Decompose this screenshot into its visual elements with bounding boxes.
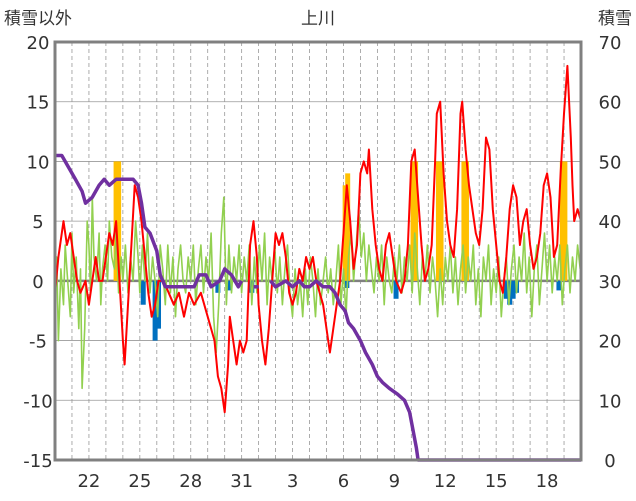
left-tick-label: -10	[23, 391, 52, 412]
snowfall-bar	[342, 185, 348, 281]
left-tick-label: 15	[27, 93, 50, 114]
precipitation-bar	[215, 280, 221, 293]
snow_depth-line	[55, 153, 244, 289]
right-tick-label: 20	[599, 332, 622, 353]
snowfall-bar	[438, 161, 444, 281]
left-tick-label: 0	[32, 272, 43, 293]
x-tick-label: 3	[287, 471, 298, 492]
x-tick-label: 28	[179, 471, 202, 492]
left-tick-label: -5	[29, 332, 47, 353]
plot-frame	[53, 40, 583, 462]
snowfall-bar	[559, 161, 565, 281]
x-tick-label: 22	[77, 471, 100, 492]
x-tick-label: 18	[536, 471, 559, 492]
right-tick-label: 70	[599, 33, 622, 54]
snowfall-bar	[413, 161, 419, 281]
right-axis-title: 積雪	[598, 9, 632, 29]
x-tick-label: 25	[128, 471, 151, 492]
right-tick-label: 30	[599, 272, 622, 293]
precipitation-bar	[152, 280, 158, 341]
wind_speed-line	[54, 196, 581, 390]
left-axis-title: 積雪以外	[4, 9, 72, 29]
x-tick-label: 15	[485, 471, 508, 492]
right-tick-label: 60	[599, 93, 622, 114]
precipitation-bar	[503, 280, 509, 299]
temperature-line	[54, 64, 582, 414]
x-tick-label: 6	[338, 471, 349, 492]
right-tick-label: 40	[599, 212, 622, 233]
snowfall-bar	[461, 161, 467, 281]
right-tick-label: 50	[599, 152, 622, 173]
snowfall-bar	[435, 161, 441, 281]
bar-layer	[113, 161, 568, 341]
line-layer	[54, 64, 582, 462]
precipitation-bar	[140, 280, 146, 305]
x-tick-label: 9	[389, 471, 400, 492]
snowfall-bar	[410, 161, 416, 281]
precipitation-bar	[556, 280, 562, 291]
snowfall-bar	[463, 161, 469, 281]
chart-title: 上川	[301, 9, 335, 29]
precipitation-bar	[510, 280, 516, 299]
snowfall-bar	[562, 161, 568, 281]
left-tick-label: 10	[27, 152, 50, 173]
right-tick-label: 10	[599, 391, 622, 412]
precipitation-bar	[393, 280, 399, 299]
right-tick-label: 0	[604, 451, 615, 472]
precipitation-bar	[227, 280, 233, 291]
left-tick-label: -15	[23, 451, 52, 472]
x-tick-label: 12	[434, 471, 457, 492]
snow_depth-line	[269, 279, 581, 462]
snowfall-bar	[116, 161, 122, 281]
x-tick-label: 31	[230, 471, 253, 492]
left-tick-label: 5	[32, 212, 43, 233]
snowfall-bar	[345, 173, 351, 281]
left-tick-label: 20	[27, 33, 50, 54]
